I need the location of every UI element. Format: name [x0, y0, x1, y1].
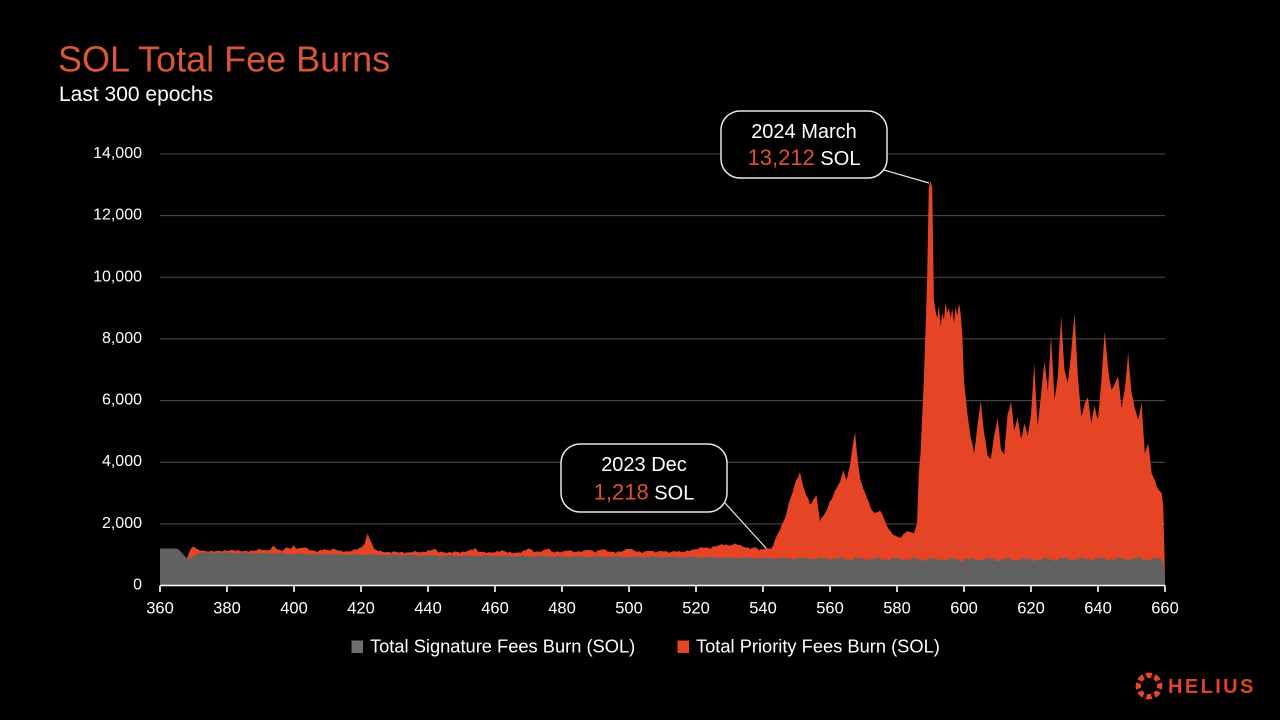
svg-text:13,212 SOL: 13,212 SOL: [748, 145, 861, 170]
svg-text:400: 400: [280, 600, 308, 618]
svg-text:360: 360: [146, 600, 174, 618]
svg-text:Total Signature Fees Burn (SOL: Total Signature Fees Burn (SOL): [370, 635, 635, 656]
svg-text:560: 560: [816, 600, 844, 618]
svg-text:Last 300 epochs: Last 300 epochs: [59, 83, 213, 106]
svg-text:520: 520: [682, 600, 710, 618]
svg-text:8,000: 8,000: [102, 330, 142, 347]
svg-text:2023 Dec: 2023 Dec: [601, 454, 687, 476]
svg-text:580: 580: [883, 600, 911, 618]
svg-text:620: 620: [1017, 600, 1045, 618]
svg-text:HELIUS: HELIUS: [1168, 676, 1256, 698]
svg-text:440: 440: [414, 600, 442, 618]
svg-text:14,000: 14,000: [93, 145, 142, 162]
svg-text:540: 540: [749, 600, 777, 618]
svg-text:10,000: 10,000: [93, 268, 142, 285]
svg-text:460: 460: [481, 600, 509, 618]
svg-text:380: 380: [213, 600, 241, 618]
svg-text:12,000: 12,000: [93, 207, 142, 224]
svg-text:660: 660: [1151, 600, 1179, 618]
svg-text:600: 600: [950, 600, 978, 618]
svg-text:640: 640: [1084, 600, 1112, 618]
svg-text:6,000: 6,000: [102, 392, 142, 409]
svg-text:500: 500: [615, 600, 643, 618]
svg-text:SOL Total Fee Burns: SOL Total Fee Burns: [58, 39, 390, 80]
svg-text:2024 March: 2024 March: [751, 121, 857, 143]
svg-text:4,000: 4,000: [102, 453, 142, 470]
svg-text:1,218 SOL: 1,218 SOL: [594, 480, 695, 505]
svg-text:2,000: 2,000: [102, 515, 142, 532]
svg-text:Total Priority Fees Burn (SOL): Total Priority Fees Burn (SOL): [696, 635, 940, 656]
svg-text:0: 0: [133, 577, 142, 594]
svg-text:420: 420: [347, 600, 375, 618]
svg-text:480: 480: [548, 600, 576, 618]
